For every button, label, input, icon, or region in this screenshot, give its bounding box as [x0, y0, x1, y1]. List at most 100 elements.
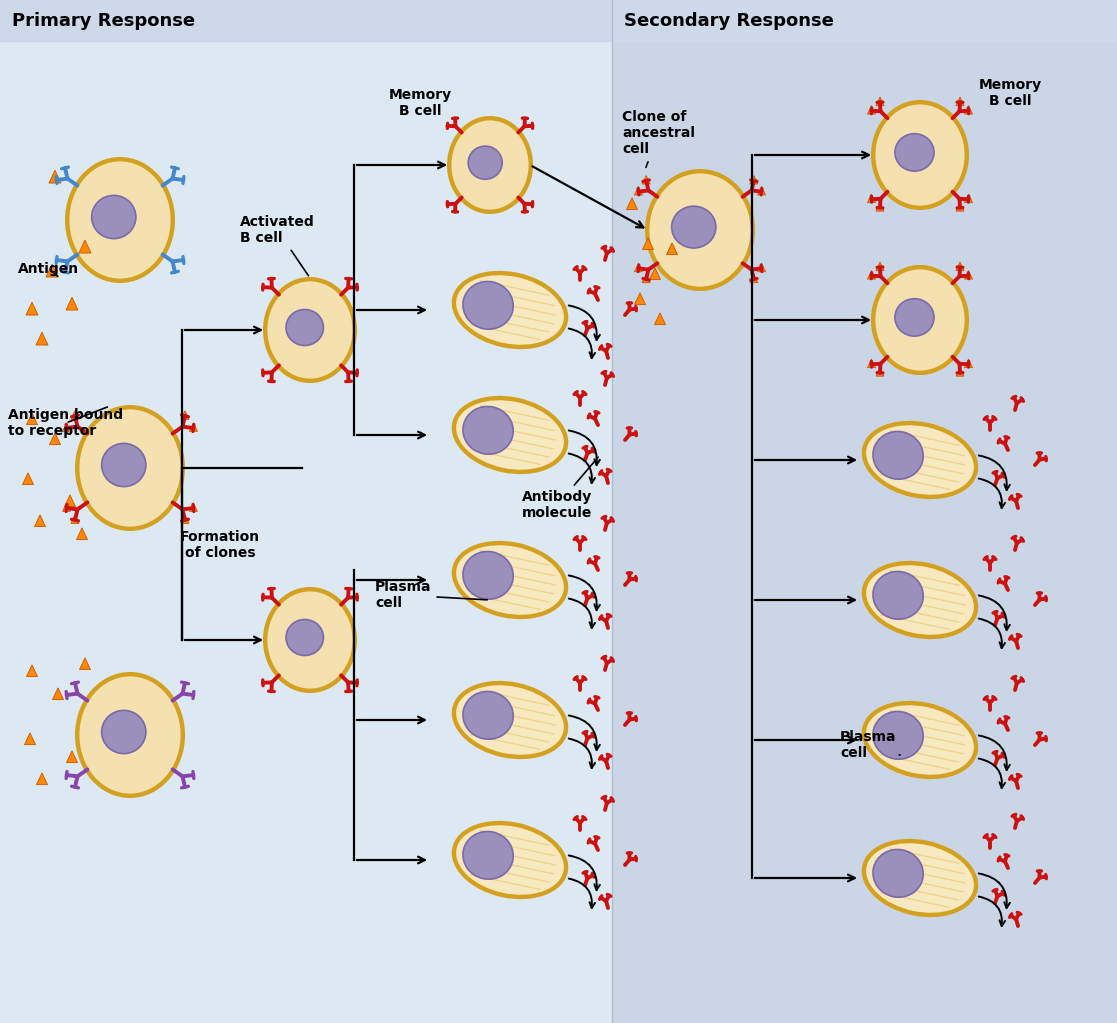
Polygon shape: [67, 751, 77, 762]
Bar: [0, 0, 1117, 42]
Text: Formation
of clones: Formation of clones: [180, 530, 260, 561]
Ellipse shape: [262, 277, 357, 383]
Ellipse shape: [671, 207, 716, 248]
Polygon shape: [964, 105, 973, 115]
Polygon shape: [26, 302, 38, 315]
Polygon shape: [190, 503, 198, 512]
Polygon shape: [71, 410, 79, 419]
Ellipse shape: [65, 157, 175, 283]
Polygon shape: [642, 176, 650, 184]
Ellipse shape: [462, 832, 513, 879]
Polygon shape: [634, 263, 642, 272]
Ellipse shape: [865, 842, 975, 915]
Ellipse shape: [78, 408, 182, 528]
Polygon shape: [27, 665, 38, 676]
Ellipse shape: [462, 406, 513, 454]
Polygon shape: [35, 515, 46, 527]
Ellipse shape: [861, 561, 978, 639]
Ellipse shape: [865, 424, 975, 496]
Polygon shape: [876, 262, 884, 271]
Polygon shape: [46, 264, 58, 277]
Ellipse shape: [75, 405, 185, 531]
Text: Antigen bound
to receptor: Antigen bound to receptor: [8, 407, 123, 438]
Text: Memory
B cell: Memory B cell: [389, 88, 451, 119]
Text: Activated
B cell: Activated B cell: [240, 215, 315, 276]
Ellipse shape: [451, 396, 569, 474]
Polygon shape: [36, 332, 48, 345]
Ellipse shape: [102, 710, 146, 754]
Polygon shape: [25, 732, 36, 745]
Ellipse shape: [266, 590, 354, 690]
Polygon shape: [634, 293, 646, 305]
Ellipse shape: [865, 564, 975, 636]
Polygon shape: [649, 268, 660, 279]
Ellipse shape: [871, 100, 970, 210]
Ellipse shape: [455, 824, 565, 896]
Polygon shape: [627, 197, 638, 210]
Ellipse shape: [455, 544, 565, 616]
Ellipse shape: [462, 551, 513, 599]
Polygon shape: [868, 105, 876, 115]
Bar: [612, 0, 1117, 1023]
Text: Antibody
molecule: Antibody molecule: [522, 457, 599, 521]
Ellipse shape: [648, 172, 752, 288]
Ellipse shape: [871, 265, 970, 375]
Ellipse shape: [286, 310, 324, 346]
Polygon shape: [964, 270, 973, 279]
Ellipse shape: [455, 399, 565, 472]
Polygon shape: [868, 194, 876, 203]
Ellipse shape: [873, 432, 924, 479]
Polygon shape: [655, 313, 666, 324]
Polygon shape: [63, 503, 70, 512]
Polygon shape: [642, 238, 653, 250]
Text: Secondary Response: Secondary Response: [624, 12, 834, 30]
Polygon shape: [71, 515, 79, 524]
Ellipse shape: [645, 169, 755, 291]
Ellipse shape: [455, 683, 565, 756]
Ellipse shape: [462, 692, 513, 740]
Polygon shape: [27, 413, 38, 425]
Ellipse shape: [895, 134, 934, 171]
Ellipse shape: [873, 268, 966, 372]
Ellipse shape: [450, 119, 529, 211]
Text: Plasma
cell: Plasma cell: [375, 580, 487, 610]
Ellipse shape: [451, 271, 569, 349]
Ellipse shape: [451, 820, 569, 899]
Ellipse shape: [78, 675, 182, 795]
Polygon shape: [956, 367, 964, 376]
Polygon shape: [757, 263, 765, 272]
Polygon shape: [868, 359, 876, 367]
Ellipse shape: [873, 849, 924, 897]
Polygon shape: [190, 422, 198, 432]
Ellipse shape: [286, 620, 324, 656]
Polygon shape: [634, 186, 642, 195]
Ellipse shape: [68, 160, 172, 280]
Polygon shape: [76, 528, 87, 539]
Polygon shape: [868, 270, 876, 279]
Polygon shape: [79, 658, 90, 670]
Ellipse shape: [468, 146, 503, 179]
Polygon shape: [876, 97, 884, 105]
Polygon shape: [49, 170, 61, 183]
Polygon shape: [65, 495, 76, 506]
Ellipse shape: [861, 701, 978, 780]
Polygon shape: [757, 186, 765, 195]
Ellipse shape: [262, 587, 357, 693]
Ellipse shape: [895, 299, 934, 337]
Ellipse shape: [873, 572, 924, 619]
Polygon shape: [964, 194, 973, 203]
Polygon shape: [956, 203, 964, 211]
Text: Primary Response: Primary Response: [12, 12, 195, 30]
Polygon shape: [667, 242, 678, 255]
Ellipse shape: [102, 443, 146, 487]
Ellipse shape: [75, 672, 185, 798]
Ellipse shape: [462, 281, 513, 329]
Polygon shape: [956, 97, 964, 105]
Text: Memory
B cell: Memory B cell: [978, 78, 1041, 108]
Polygon shape: [37, 772, 48, 785]
Polygon shape: [876, 367, 884, 376]
Polygon shape: [63, 422, 70, 432]
Text: Antigen: Antigen: [18, 262, 79, 276]
Ellipse shape: [873, 711, 924, 759]
Polygon shape: [22, 473, 34, 485]
